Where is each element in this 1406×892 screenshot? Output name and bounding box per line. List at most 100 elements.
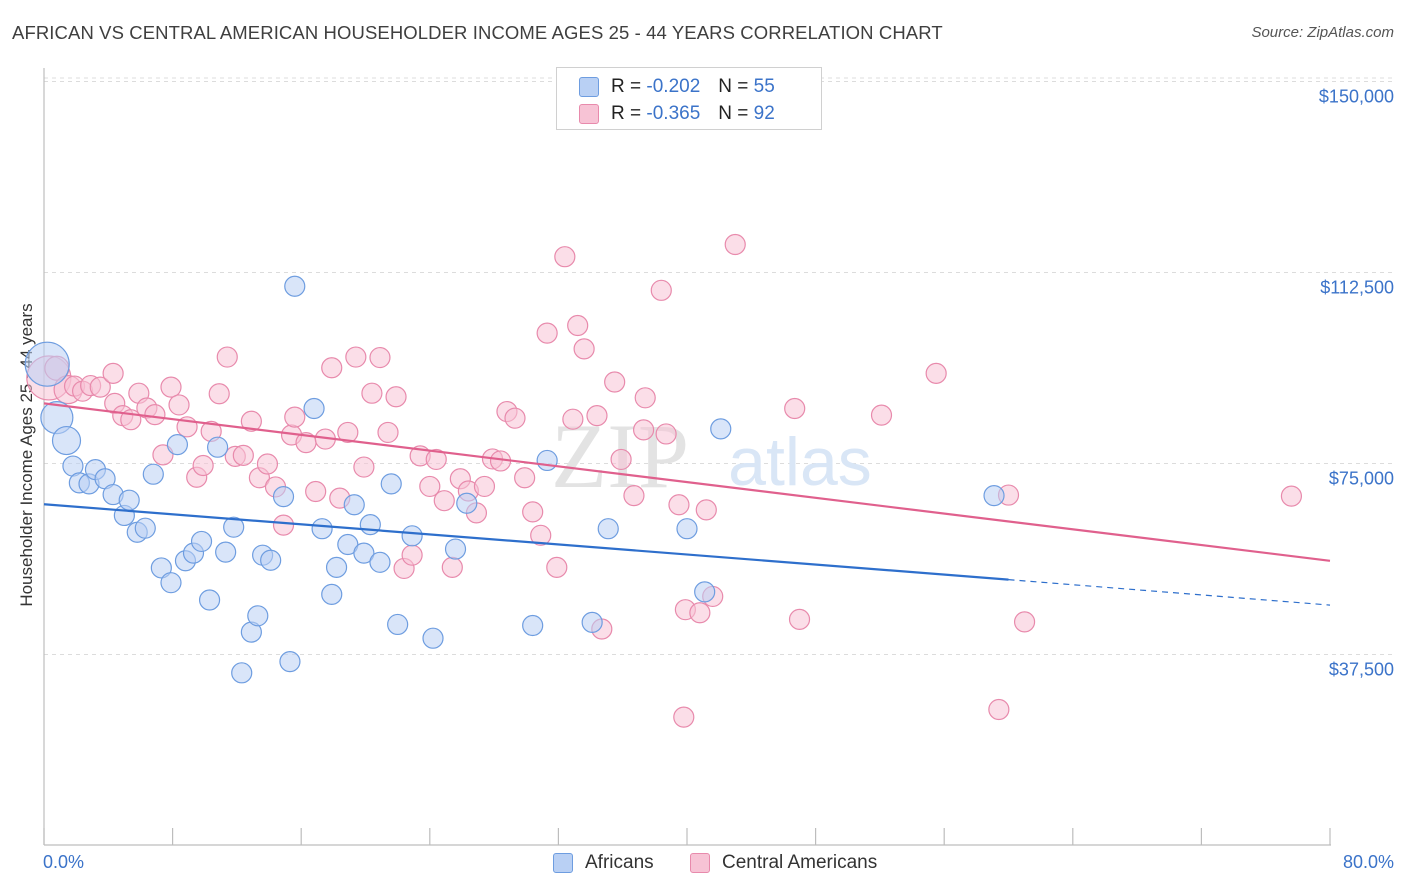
africans-point	[24, 341, 70, 387]
africans-point	[284, 275, 306, 297]
central-americans-point	[522, 501, 544, 523]
central-americans-point	[514, 467, 536, 489]
watermark-atlas: atlas	[728, 424, 872, 500]
legend-n-value: 55	[753, 76, 775, 97]
central-americans-point	[441, 556, 463, 579]
africans-point	[597, 518, 619, 540]
africans-point	[260, 549, 282, 571]
central-americans-point	[192, 454, 214, 477]
correlation-legend: R = -0.202 N = 55 R = -0.365 N = 92	[556, 67, 822, 130]
africans-point	[343, 494, 365, 516]
legend-n-label: N =	[718, 103, 749, 124]
africans-point	[215, 541, 237, 563]
africans-point	[142, 463, 164, 485]
legend-label: Africans	[585, 852, 654, 873]
y-tick-label: $37,500	[1328, 659, 1394, 680]
y-tick-label: $75,000	[1328, 468, 1394, 489]
africans-point	[522, 614, 544, 637]
central-americans-point	[634, 387, 656, 409]
africans-point	[387, 613, 409, 636]
africans-point	[160, 572, 182, 594]
central-americans-point	[321, 357, 343, 379]
legend-label: Central Americans	[722, 852, 878, 873]
legend-row-central-americans: R = -0.365 N = 92	[579, 103, 775, 125]
central-americans-point	[385, 386, 407, 408]
africans-swatch	[553, 853, 573, 873]
central-americans-point	[655, 423, 677, 445]
legend-r-value: -0.202	[646, 76, 701, 97]
africans-point	[118, 489, 140, 511]
africans-point	[444, 538, 467, 560]
legend-item-africans[interactable]: Africans	[553, 852, 654, 874]
legend-item-central-americans[interactable]: Central Americans	[690, 852, 877, 874]
central-americans-point	[623, 484, 645, 507]
central-americans-point	[377, 421, 399, 444]
africans-point	[380, 473, 402, 495]
africans-point	[359, 514, 381, 536]
central-americans-point	[160, 376, 182, 398]
y-tick-label: $150,000	[1318, 86, 1394, 107]
central-americans-point	[1013, 611, 1036, 633]
central-americans-point	[610, 448, 632, 471]
central-americans-point	[632, 419, 655, 441]
africans-point	[694, 581, 716, 603]
central-americans-point	[586, 405, 608, 427]
central-americans-point	[689, 602, 711, 624]
central-americans-swatch	[690, 853, 710, 873]
trend-lines	[43, 402, 1331, 606]
africans-point	[983, 484, 1005, 507]
central-americans-point	[272, 514, 295, 536]
central-americans-point	[504, 407, 526, 429]
africans-swatch	[579, 77, 599, 97]
africans-point	[223, 516, 245, 538]
central-americans-point	[650, 279, 672, 301]
africans-point	[369, 551, 391, 573]
central-americans-point	[673, 706, 695, 728]
central-americans-point	[240, 410, 262, 432]
central-americans-point	[546, 556, 568, 579]
central-americans-point	[208, 383, 230, 405]
central-americans-point	[232, 444, 254, 466]
africans-point	[247, 605, 269, 627]
central-americans-point	[784, 397, 806, 420]
central-americans-point	[433, 490, 455, 512]
central-americans-point	[788, 608, 811, 630]
africans-point	[456, 492, 478, 514]
africans-point	[581, 611, 603, 634]
africans-point	[150, 557, 172, 579]
africans-point	[166, 434, 189, 456]
africans-point	[303, 397, 325, 420]
legend-r-label: R =	[611, 76, 642, 97]
central-americans-point	[925, 362, 947, 384]
africans-trend-line	[43, 503, 1009, 581]
africans-point	[676, 518, 698, 540]
africans-point	[231, 662, 253, 684]
central-americans-point	[337, 421, 359, 444]
africans-trend-extension	[1008, 579, 1331, 606]
y-tick-label: $112,500	[1320, 277, 1394, 298]
legend-r-value: -0.365	[646, 103, 701, 124]
legend-row-africans: R = -0.202 N = 55	[579, 76, 775, 98]
axes	[43, 68, 1331, 846]
africans-point	[51, 425, 82, 456]
central-americans-point	[567, 314, 589, 337]
central-americans-point	[284, 406, 306, 428]
chart-title: AFRICAN VS CENTRAL AMERICAN HOUSEHOLDER …	[12, 22, 943, 43]
central-americans-point	[305, 480, 327, 503]
central-americans-point	[369, 346, 391, 369]
africans-point	[321, 583, 343, 605]
africans-point	[311, 518, 333, 540]
africans-point	[207, 436, 229, 458]
africans-point	[353, 542, 375, 564]
central-americans-point	[870, 404, 893, 426]
central-americans-point	[89, 376, 111, 398]
legend-r-label: R =	[611, 103, 642, 124]
africans-point	[536, 449, 558, 472]
africans-point	[710, 418, 732, 440]
africans-point	[134, 517, 156, 539]
central-americans-point	[361, 382, 383, 404]
central-americans-point	[345, 346, 367, 368]
central-americans-trend-line	[43, 402, 1331, 562]
central-americans-point	[419, 475, 441, 498]
